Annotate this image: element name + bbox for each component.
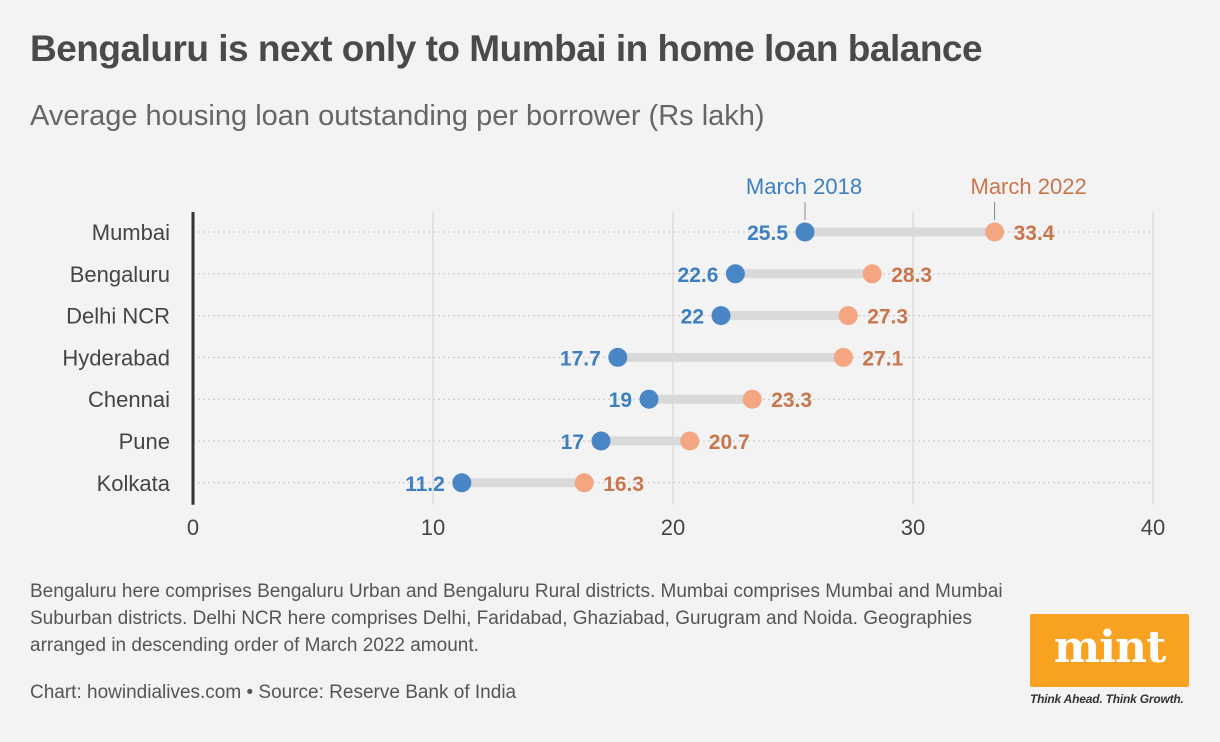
data-label-march-2022: 27.3 bbox=[867, 306, 908, 329]
x-tick-label: 40 bbox=[1141, 515, 1165, 540]
point-march-2022 bbox=[833, 347, 853, 367]
legend-march-2022: March 2022 bbox=[971, 174, 1087, 199]
point-march-2022 bbox=[985, 222, 1005, 242]
data-label-march-2022: 23.3 bbox=[771, 389, 812, 412]
category-label: Delhi NCR bbox=[66, 304, 170, 329]
point-march-2018 bbox=[639, 389, 659, 409]
data-label-march-2022: 16.3 bbox=[603, 473, 644, 496]
point-march-2022 bbox=[838, 306, 858, 326]
data-label-march-2018: 11.2 bbox=[405, 473, 445, 496]
logo-tagline: Think Ahead. Think Growth. bbox=[1030, 692, 1184, 706]
data-label-march-2018: 17.7 bbox=[560, 347, 601, 370]
chart-note: Bengaluru here comprises Bengaluru Urban… bbox=[30, 581, 1003, 656]
mint-logo: mint bbox=[1030, 614, 1189, 687]
data-label-march-2018: 19 bbox=[609, 389, 632, 412]
point-march-2018 bbox=[591, 431, 611, 451]
data-label-march-2022: 28.3 bbox=[891, 264, 932, 287]
dumbbell-chart: 0 10 20 30 40 Mumbai Bengaluru Delhi NCR Hyderab… bbox=[62, 174, 1165, 540]
point-march-2022 bbox=[862, 264, 882, 284]
logo-wordmark: mint bbox=[1053, 622, 1167, 673]
data-label-march-2022: 20.7 bbox=[709, 431, 750, 454]
data-label-march-2018: 17 bbox=[561, 431, 584, 454]
chart-title: Bengaluru is next only to Mumbai in home… bbox=[30, 28, 983, 69]
point-march-2018 bbox=[795, 222, 815, 242]
x-tick-label: 30 bbox=[901, 515, 925, 540]
legend-march-2018: March 2018 bbox=[746, 174, 862, 199]
category-label: Bengaluru bbox=[70, 262, 170, 287]
x-tick-label: 10 bbox=[421, 515, 445, 540]
data-label-march-2018: 22 bbox=[681, 306, 704, 329]
chart-source: Chart: howindialives.com • Source: Reser… bbox=[30, 682, 517, 703]
data-label-march-2018: 22.6 bbox=[678, 264, 719, 287]
chart-subtitle: Average housing loan outstanding per bor… bbox=[30, 100, 765, 132]
data-label-march-2018: 25.5 bbox=[747, 222, 788, 245]
category-label: Chennai bbox=[88, 387, 170, 412]
x-tick-label: 0 bbox=[187, 515, 199, 540]
category-label: Mumbai bbox=[92, 220, 170, 245]
category-label: Hyderabad bbox=[62, 345, 170, 370]
point-march-2018 bbox=[452, 473, 472, 493]
point-march-2022 bbox=[742, 389, 762, 409]
data-label-march-2022: 27.1 bbox=[862, 347, 903, 370]
point-march-2018 bbox=[711, 306, 731, 326]
point-march-2022 bbox=[680, 431, 700, 451]
point-march-2022 bbox=[574, 473, 594, 493]
category-label: Kolkata bbox=[97, 471, 171, 496]
data-label-march-2022: 33.4 bbox=[1014, 222, 1055, 245]
x-tick-label: 20 bbox=[661, 515, 685, 540]
point-march-2018 bbox=[608, 347, 628, 367]
point-march-2018 bbox=[725, 264, 745, 284]
category-label: Pune bbox=[119, 429, 170, 454]
